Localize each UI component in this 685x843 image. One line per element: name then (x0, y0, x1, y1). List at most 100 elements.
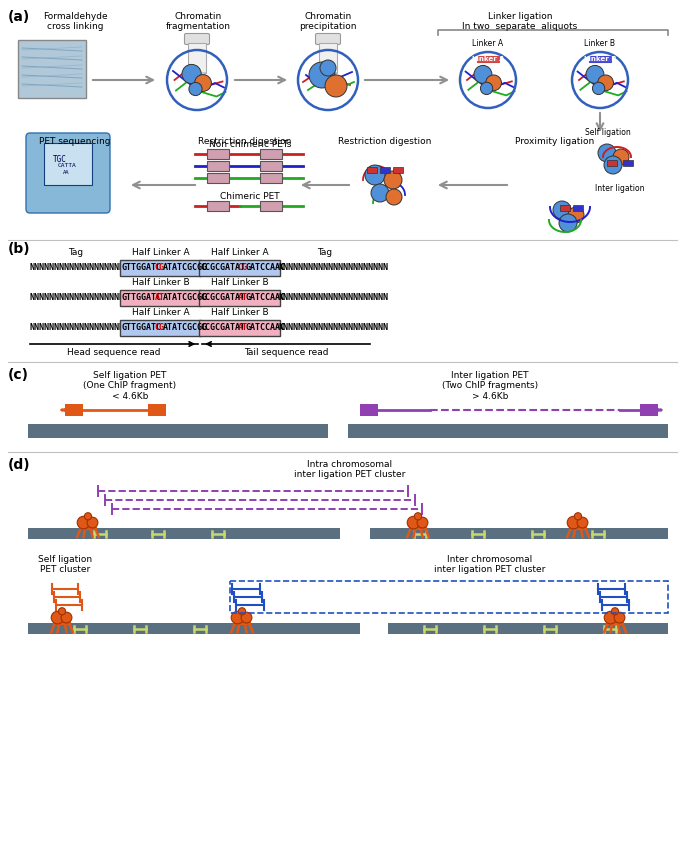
FancyBboxPatch shape (260, 149, 282, 159)
Circle shape (612, 608, 619, 615)
Text: Tag: Tag (68, 248, 83, 257)
Text: Intra chromosomal
inter ligation PET cluster: Intra chromosomal inter ligation PET clu… (295, 460, 406, 480)
Polygon shape (188, 73, 206, 85)
Circle shape (51, 611, 64, 624)
FancyBboxPatch shape (199, 260, 280, 276)
Text: Half Linker B: Half Linker B (132, 278, 190, 287)
FancyBboxPatch shape (370, 528, 668, 539)
Text: Chromatin
precipitation: Chromatin precipitation (299, 12, 357, 31)
Text: Linker ligation
In two  separate  aliquots: Linker ligation In two separate aliquots (462, 12, 577, 31)
FancyBboxPatch shape (28, 424, 328, 438)
Circle shape (417, 518, 428, 528)
Circle shape (87, 518, 98, 528)
Polygon shape (319, 43, 337, 73)
Polygon shape (319, 73, 337, 85)
FancyBboxPatch shape (121, 290, 201, 306)
Circle shape (238, 608, 246, 615)
Text: (d): (d) (8, 458, 31, 472)
FancyBboxPatch shape (207, 161, 229, 171)
Text: Half Linker B: Half Linker B (211, 278, 269, 287)
Circle shape (84, 513, 92, 520)
Text: Non chimeric PETs: Non chimeric PETs (209, 140, 291, 149)
Text: GTTGGATC: GTTGGATC (121, 324, 161, 332)
Circle shape (241, 612, 252, 623)
Text: NNNNNNNNNNNNNNNNNNNNNN: NNNNNNNNNNNNNNNNNNNNNN (30, 293, 140, 303)
FancyBboxPatch shape (560, 205, 570, 211)
FancyBboxPatch shape (260, 201, 282, 211)
Circle shape (614, 612, 625, 623)
FancyBboxPatch shape (260, 161, 282, 171)
Text: ATATCGCGG: ATATCGCGG (163, 293, 208, 303)
FancyBboxPatch shape (28, 623, 360, 634)
Circle shape (613, 149, 629, 165)
Text: NNNNNNNNNNNNNNNNNNNNNN: NNNNNNNNNNNNNNNNNNNNNN (279, 293, 389, 303)
FancyBboxPatch shape (260, 173, 282, 183)
FancyBboxPatch shape (640, 404, 658, 416)
Circle shape (553, 201, 571, 219)
Text: NNNNNNNNNNNNNNNNNNNNNN: NNNNNNNNNNNNNNNNNNNNNN (30, 264, 140, 272)
Circle shape (325, 75, 347, 97)
Text: NNNNNNNNNNNNNNNNNNNNNN: NNNNNNNNNNNNNNNNNNNNNN (279, 264, 389, 272)
Text: Linker A: Linker A (473, 40, 503, 49)
Circle shape (604, 611, 616, 624)
FancyBboxPatch shape (607, 160, 617, 166)
Text: GTTGGATC: GTTGGATC (121, 293, 161, 303)
Text: Half Linker A: Half Linker A (132, 248, 190, 257)
Text: Chimeric PET: Chimeric PET (220, 192, 279, 201)
FancyBboxPatch shape (199, 290, 280, 306)
Circle shape (182, 64, 201, 83)
Circle shape (598, 144, 616, 162)
Text: GATCCAAC: GATCCAAC (246, 324, 286, 332)
Text: AT: AT (238, 293, 247, 303)
Circle shape (195, 74, 212, 91)
Text: AT: AT (155, 293, 164, 303)
FancyBboxPatch shape (573, 205, 583, 211)
Text: Linker B: Linker B (584, 56, 616, 62)
Text: Half Linker A: Half Linker A (132, 308, 190, 317)
Text: CCGCGATAT: CCGCGATAT (200, 324, 245, 332)
Text: Proximity ligation: Proximity ligation (515, 137, 595, 146)
Text: Chromatin
fragmentation: Chromatin fragmentation (166, 12, 230, 31)
Text: Self ligation PET
(One ChIP fragment)
< 4.6Kb: Self ligation PET (One ChIP fragment) < … (84, 371, 177, 400)
Circle shape (309, 62, 335, 88)
FancyBboxPatch shape (380, 167, 390, 173)
FancyBboxPatch shape (121, 320, 201, 336)
Text: GATCCAAC: GATCCAAC (246, 264, 286, 272)
Text: CCGCGATAT: CCGCGATAT (200, 293, 245, 303)
Circle shape (371, 184, 389, 202)
Text: Inter chromosomal
inter ligation PET cluster: Inter chromosomal inter ligation PET clu… (434, 555, 546, 574)
Circle shape (414, 513, 421, 520)
Text: Tag: Tag (317, 248, 332, 257)
Text: Linker B: Linker B (584, 40, 616, 49)
FancyBboxPatch shape (589, 56, 611, 62)
Text: Half Linker B: Half Linker B (211, 308, 269, 317)
FancyBboxPatch shape (367, 167, 377, 173)
Text: CG: CG (155, 324, 164, 332)
Circle shape (586, 66, 604, 83)
Text: Self ligation: Self ligation (585, 128, 631, 137)
Text: ATATCGCGG: ATATCGCGG (163, 324, 208, 332)
Text: AA: AA (63, 170, 69, 175)
Circle shape (320, 60, 336, 76)
Text: (a): (a) (8, 10, 30, 24)
Polygon shape (188, 43, 206, 73)
Circle shape (568, 207, 584, 223)
Circle shape (61, 612, 72, 623)
Circle shape (384, 171, 402, 189)
FancyBboxPatch shape (199, 320, 280, 336)
Circle shape (58, 608, 66, 615)
Text: (b): (b) (8, 242, 31, 256)
Circle shape (593, 83, 605, 94)
FancyBboxPatch shape (207, 173, 229, 183)
Text: GATCCAAC: GATCCAAC (246, 293, 286, 303)
Text: CG: CG (238, 264, 247, 272)
Text: ATATCGCGG: ATATCGCGG (163, 264, 208, 272)
Text: Inter ligation PET
(Two ChIP fragments)
> 4.6Kb: Inter ligation PET (Two ChIP fragments) … (442, 371, 538, 400)
Circle shape (480, 83, 493, 94)
Text: Half Linker A: Half Linker A (211, 248, 269, 257)
FancyBboxPatch shape (121, 260, 201, 276)
Text: Self ligation
PET cluster: Self ligation PET cluster (38, 555, 92, 574)
FancyBboxPatch shape (26, 133, 110, 213)
FancyBboxPatch shape (360, 404, 378, 416)
Text: Restriction digestion: Restriction digestion (199, 137, 292, 146)
